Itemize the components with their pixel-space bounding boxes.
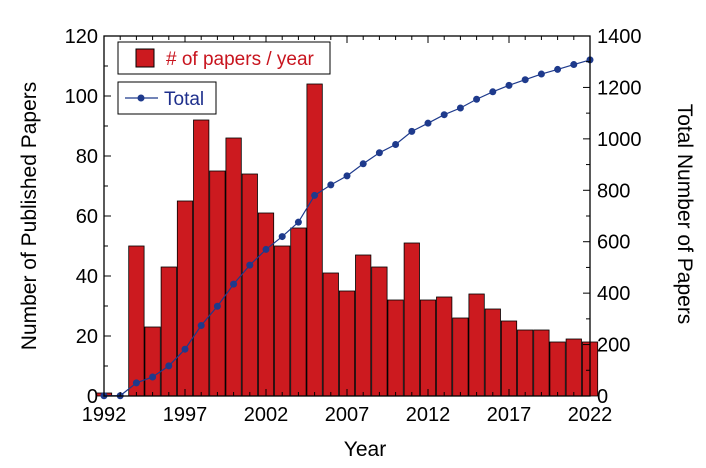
bar-2003 [274, 245, 291, 397]
total-point-2003 [278, 233, 286, 241]
total-point-2021 [570, 61, 578, 69]
total-point-2004 [294, 218, 302, 226]
x-tick-label: 2022 [568, 404, 613, 426]
x-tick-label: 1997 [163, 404, 208, 426]
bar-1996 [160, 266, 177, 397]
bar-2002 [257, 212, 275, 397]
total-point-1999 [213, 302, 221, 310]
x-tick-label: 2012 [406, 404, 451, 426]
total-point-2019 [537, 70, 545, 78]
legend-marker [137, 94, 145, 102]
bar-2011 [403, 242, 420, 397]
bar-2004 [290, 227, 307, 397]
y-right-tick-label: 1000 [597, 129, 642, 151]
legend-swatch-bar [135, 48, 155, 68]
total-point-2016 [489, 88, 497, 96]
total-point-2001 [246, 261, 254, 269]
y-left-tick-label: 120 [65, 26, 98, 48]
bar-1999 [209, 170, 226, 397]
total-point-2010 [392, 141, 400, 149]
y-left-tick-label: 40 [76, 266, 98, 288]
legend-label-line: Total [164, 89, 204, 110]
bar-2000 [225, 137, 242, 397]
total-point-2005 [311, 191, 319, 199]
y-right-tick-label: 1200 [597, 77, 642, 99]
y-left-tick-label: 80 [76, 146, 98, 168]
bar-2020 [549, 341, 566, 397]
x-tick-label: 1992 [82, 404, 127, 426]
total-point-2000 [230, 280, 238, 288]
legend-label-bar: # of papers / year [166, 49, 315, 70]
bar-1997 [176, 200, 194, 397]
x-tick-label: 2002 [244, 404, 289, 426]
bar-2005 [306, 83, 323, 397]
total-point-2007 [343, 172, 351, 180]
y-left-tick-label: 100 [65, 86, 98, 108]
total-point-2006 [327, 181, 335, 189]
bar-2021 [565, 338, 582, 397]
bar-2007 [338, 290, 356, 397]
total-point-2011 [408, 127, 416, 135]
bar-2001 [241, 173, 258, 397]
y-left-tick-label: 0 [87, 386, 98, 408]
bar-2012 [419, 299, 437, 397]
total-point-1996 [165, 362, 173, 370]
y-right-tick-label: 0 [597, 386, 608, 408]
x-tick-label: 2007 [325, 404, 370, 426]
bar-2010 [387, 299, 404, 397]
bar-1998 [193, 119, 210, 397]
y-left-tick-label: 60 [76, 206, 98, 228]
total-point-2014 [456, 104, 464, 112]
bar-1995 [144, 326, 161, 397]
y-right-tick-label: 600 [597, 232, 630, 254]
bar-2018 [517, 329, 534, 397]
bar-2017 [500, 320, 518, 397]
x-axis-title: Year [344, 438, 386, 461]
y-right-tick-label: 1400 [597, 26, 642, 48]
total-point-2012 [424, 119, 432, 127]
y-axis-left: 0 20 40 60 80 100 120 [65, 26, 111, 408]
bar-2013 [436, 296, 453, 397]
bar-2009 [371, 266, 388, 397]
total-point-1998 [197, 322, 205, 330]
bar-series [95, 83, 599, 397]
x-axis: 1992 1997 2002 2007 2012 2017 2022 [82, 36, 613, 426]
total-point-2015 [473, 95, 481, 103]
total-line-series [100, 56, 594, 400]
total-point-1995 [149, 373, 157, 381]
y-axis-right-title: Total Number of Papers [673, 104, 696, 325]
y-axis-left-title: Number of Published Papers [18, 82, 41, 350]
total-point-2009 [375, 149, 383, 157]
bar-1994 [128, 245, 145, 397]
bar-2016 [484, 308, 501, 397]
x-tick-label: 2017 [487, 404, 532, 426]
total-point-2002 [262, 245, 270, 253]
y-right-tick-label: 400 [597, 283, 630, 305]
bar-2014 [452, 317, 469, 397]
y-left-tick-label: 20 [76, 326, 98, 348]
y-axis-right: 0 200 400 600 800 1000 1200 1400 [583, 26, 642, 408]
bar-2006 [322, 272, 339, 397]
total-point-2017 [505, 81, 513, 89]
y-right-tick-label: 200 [597, 335, 630, 357]
bar-2015 [468, 293, 485, 397]
total-point-1997 [181, 345, 189, 353]
total-point-2013 [440, 111, 448, 119]
total-point-1994 [132, 379, 140, 387]
y-right-tick-label: 800 [597, 180, 630, 202]
total-point-2008 [359, 160, 367, 168]
bar-2008 [355, 254, 372, 397]
legend: # of papers / year Total [117, 41, 331, 115]
total-point-2018 [521, 76, 529, 84]
bar-2019 [533, 329, 550, 397]
total-point-2020 [554, 65, 562, 73]
